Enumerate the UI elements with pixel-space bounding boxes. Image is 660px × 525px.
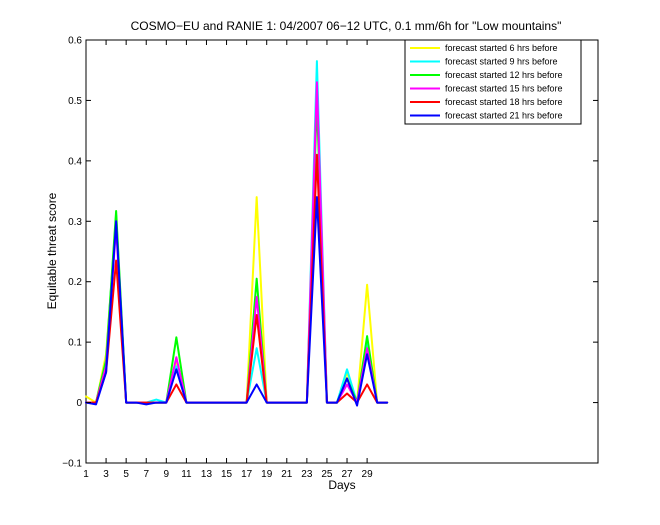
y-axis-label: Equitable threat score <box>45 192 59 309</box>
legend-label-3: forecast started 12 hrs before <box>445 70 563 80</box>
x-tick-label: 17 <box>241 469 253 480</box>
x-tick-label: 3 <box>103 469 109 480</box>
y-tick-label: 0.4 <box>68 156 82 167</box>
y-tick-label: 0 <box>76 398 82 409</box>
legend: forecast started 6 hrs before forecast st… <box>404 39 582 125</box>
x-tick-label: 21 <box>281 469 293 480</box>
legend-label-2: forecast started 9 hrs before <box>445 57 558 67</box>
tick-layer: 1 3 5 7 9 11 13 15 17 19 21 23 25 27 29−0.100.10.20.30… <box>62 36 598 480</box>
x-tick-label: 11 <box>181 469 192 480</box>
x-tick-label: 9 <box>164 469 170 480</box>
x-tick-label: 5 <box>123 469 129 480</box>
series-layer <box>85 60 389 407</box>
y-tick-label: 0.3 <box>68 217 82 228</box>
x-tick-label: 7 <box>143 469 149 480</box>
x-tick-label: 19 <box>261 469 273 480</box>
x-tick-label: 23 <box>301 469 313 480</box>
x-tick-label: 25 <box>321 469 333 480</box>
legend-label-6: forecast started 21 hrs before <box>445 111 563 121</box>
chart-title: COSMO−EU and RANIE 1: 04/2007 06−12 UTC,… <box>131 19 562 33</box>
legend-label-1: forecast started 6 hrs before <box>445 43 558 53</box>
x-tick-label: 13 <box>201 469 213 480</box>
y-tick-label: 0.5 <box>68 96 82 107</box>
legend-label-4: forecast started 15 hrs before <box>445 84 563 94</box>
y-tick-label: −0.1 <box>62 459 82 470</box>
y-tick-label: 0.2 <box>68 277 82 288</box>
series-line-6 <box>85 196 389 407</box>
x-tick-label: 15 <box>221 469 233 480</box>
y-tick-label: 0.1 <box>68 338 82 349</box>
legend-box <box>404 39 582 125</box>
x-axis-label: Days <box>328 478 355 492</box>
y-tick-label: 0.6 <box>68 36 82 47</box>
legend-label-5: forecast started 18 hrs before <box>445 97 563 107</box>
x-tick-label: 29 <box>362 469 374 480</box>
x-tick-label: 27 <box>341 469 353 480</box>
x-tick-label: 1 <box>83 469 89 480</box>
